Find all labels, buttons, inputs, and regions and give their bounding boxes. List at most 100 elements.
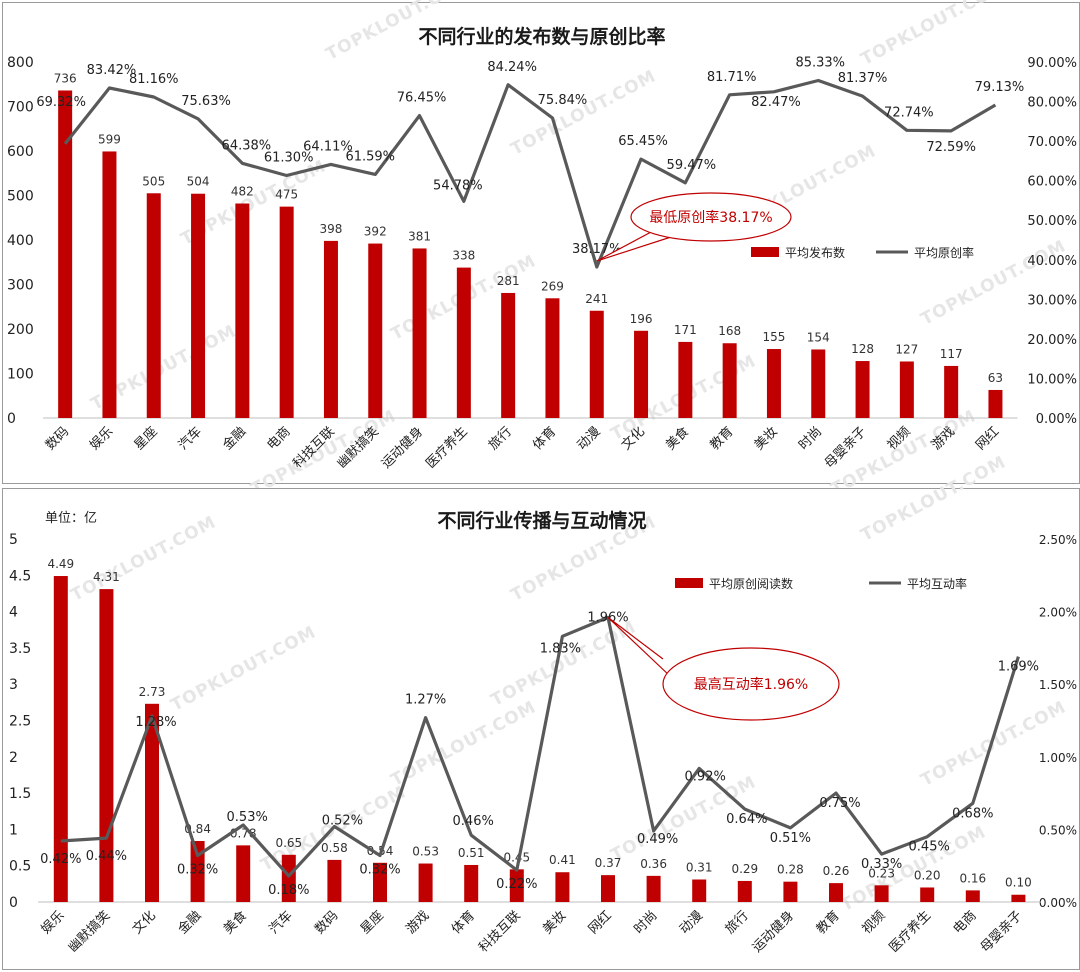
bar	[678, 341, 693, 418]
line-value-label: 79.13%	[975, 80, 1025, 95]
line-value-label: 81.37%	[838, 71, 888, 86]
line-value-label: 38.17%	[572, 242, 622, 257]
legend-line-label: 平均原创率	[914, 245, 974, 260]
x-category-label: 星座	[358, 908, 387, 937]
bar	[281, 854, 296, 902]
bar-value-label: 338	[452, 249, 475, 263]
legend-bar-label: 平均发布数	[785, 245, 845, 260]
x-category-label: 体育	[448, 908, 478, 938]
line-value-label: 65.45%	[618, 134, 668, 149]
x-category-label: 游戏	[929, 424, 958, 453]
y-left-tick-label: 600	[7, 144, 34, 160]
bar	[235, 203, 250, 418]
line-value-label: 1.27%	[405, 693, 446, 708]
bar	[58, 90, 73, 418]
y-right-tick-label: 80.00%	[1027, 96, 1077, 111]
bar	[646, 875, 661, 902]
bar-value-label: 269	[541, 279, 564, 293]
bar	[811, 349, 826, 418]
bar	[766, 349, 781, 418]
line-value-label: 64.38%	[222, 138, 272, 153]
x-category-label: 美食	[662, 424, 692, 454]
line-value-label: 0.92%	[685, 769, 726, 784]
line-value-label: 0.33%	[861, 857, 902, 872]
y-left-tick-label: 4	[9, 605, 18, 621]
bar-value-label: 4.31	[93, 570, 120, 584]
x-category-label: 旅行	[486, 424, 515, 453]
chart-title: 不同行业传播与互动情况	[437, 509, 646, 532]
line-value-label: 1.83%	[540, 641, 581, 656]
x-category-label: 科技互联	[290, 424, 337, 471]
line-value-label: 81.71%	[707, 70, 757, 85]
bar-value-label: 0.51	[458, 846, 485, 860]
bar-value-label: 482	[231, 185, 254, 199]
bar-value-label: 241	[585, 292, 608, 306]
line-value-label: 0.52%	[322, 813, 363, 828]
line-value-label: 75.63%	[181, 94, 231, 109]
x-category-label: 金融	[175, 908, 205, 938]
bar	[279, 206, 294, 418]
line-value-label: 0.49%	[637, 832, 678, 847]
chart-panel-reach-interaction: TOPKLOUT.COM TOPKLOUT.COM TOPKLOUT.COM T…	[2, 452, 1080, 970]
callout-text: 最低原创率38.17%	[649, 209, 772, 226]
bar	[145, 703, 159, 902]
x-category-label: 金融	[219, 424, 249, 454]
y-right-tick-label: 60.00%	[1027, 175, 1077, 190]
line-value-label: 82.47%	[751, 95, 801, 110]
bar	[737, 880, 752, 902]
x-category-label: 教育	[707, 424, 737, 454]
y-right-tick-label: 90.00%	[1027, 56, 1077, 71]
bar	[456, 267, 471, 418]
bar	[368, 243, 383, 418]
y-left-tick-label: 500	[7, 189, 34, 205]
bar-value-label: 0.10	[1005, 876, 1032, 890]
reach-interaction-chart: 不同行业传播与互动情况单位：亿00.511.522.533.544.550.00…	[9, 509, 1077, 956]
y-left-tick-label: 100	[7, 367, 34, 383]
bar	[589, 310, 604, 418]
bar	[418, 863, 433, 902]
line-value-label: 0.32%	[359, 863, 400, 878]
x-category-label: 文化	[130, 908, 159, 937]
bar-value-label: 2.73	[139, 685, 166, 699]
bar-value-label: 0.37	[595, 856, 622, 870]
y-left-tick-label: 0	[9, 895, 18, 911]
y-left-tick-label: 300	[7, 278, 34, 294]
bar	[102, 151, 117, 418]
line-value-label: 0.44%	[86, 849, 127, 864]
x-category-label: 汽车	[175, 424, 205, 454]
y-right-tick-label: 1.50%	[1039, 678, 1077, 692]
line-value-label: 0.75%	[819, 796, 860, 811]
series-line	[63, 78, 997, 269]
bar-value-label: 155	[762, 330, 785, 344]
y-left-tick-label: 2.5	[9, 714, 31, 730]
bar	[545, 298, 560, 418]
bar-value-label: 171	[674, 323, 697, 337]
bar-value-label: 392	[364, 225, 387, 239]
legend-bar-label: 平均原创阅读数	[709, 576, 793, 591]
bar	[944, 365, 959, 418]
bar	[783, 881, 798, 902]
line-value-label: 81.16%	[129, 72, 179, 87]
x-category-label: 时尚	[796, 424, 825, 453]
line-value-label: 69.32%	[36, 95, 86, 110]
bar	[53, 576, 68, 902]
legend-bar-swatch	[675, 578, 703, 588]
x-category-label: 美妆	[752, 424, 781, 453]
line-value-label: 1.28%	[135, 715, 176, 730]
line-value-label: 72.59%	[926, 140, 976, 155]
y-left-tick-label: 700	[7, 100, 34, 116]
line-value-label: 0.46%	[453, 814, 494, 829]
y-right-tick-label: 30.00%	[1027, 293, 1077, 308]
y-left-tick-label: 5	[9, 532, 18, 548]
bar-value-label: 4.49	[47, 557, 74, 571]
bar-value-label: 168	[718, 324, 741, 338]
bar	[146, 193, 161, 418]
line-value-label: 59.47%	[667, 158, 717, 173]
line-value-label: 61.59%	[345, 149, 395, 164]
chart-panel-publish-originality: TOPKLOUT.COM TOPKLOUT.COM TOPKLOUT.COM T…	[2, 0, 1080, 500]
x-category-label: 运动健身	[749, 908, 797, 956]
x-category-label: 电商	[951, 908, 980, 937]
callout-pointer	[596, 230, 672, 262]
line-value-label: 0.64%	[726, 812, 767, 827]
x-category-label: 旅行	[723, 908, 752, 937]
